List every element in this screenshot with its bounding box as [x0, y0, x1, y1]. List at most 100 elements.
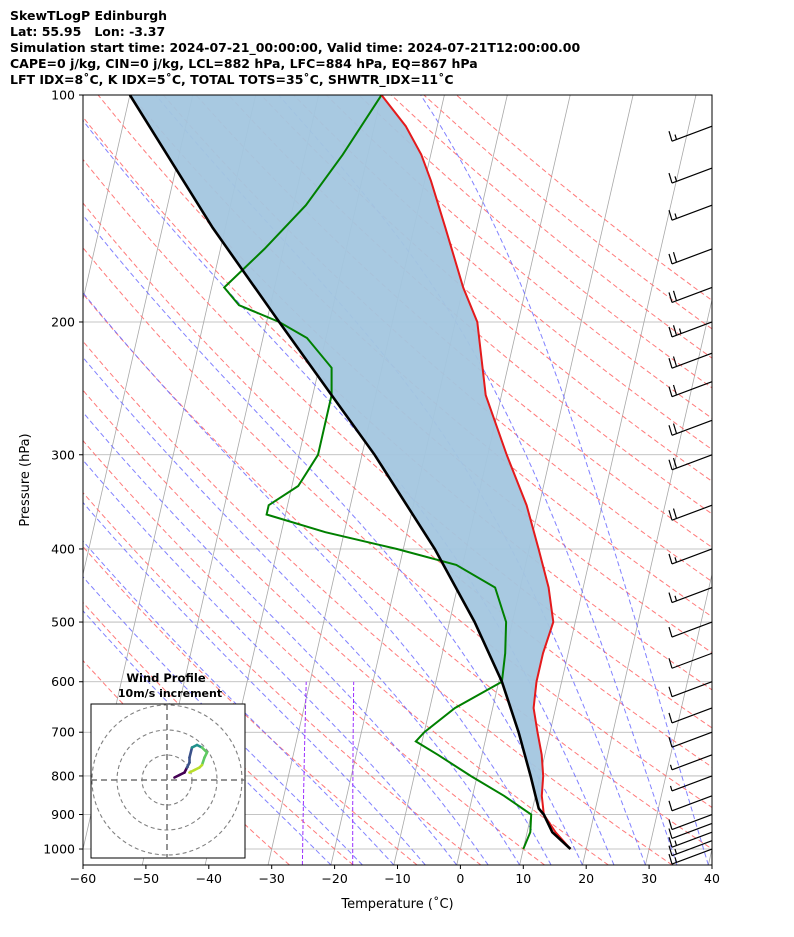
wind-barb: [669, 775, 713, 792]
x-tick-label: −10: [384, 871, 410, 886]
wind-barb: [668, 204, 713, 221]
wind-barb-staff: [671, 775, 713, 792]
mixing-ratio-line: [352, 681, 355, 865]
wind-barb-staff: [671, 286, 713, 304]
wind-barb-feather: [668, 837, 673, 848]
isotherm-line: [707, 847, 712, 865]
wind-barb-feather: [668, 253, 673, 265]
dry-adiabat-line: [83, 439, 545, 865]
wind-barb-feather: [668, 292, 673, 303]
isotherm-line: [771, 95, 794, 865]
moist-adiabat-line: [83, 501, 426, 865]
hodograph-title: Wind Profile: [126, 671, 206, 685]
isotherm-line: [645, 572, 712, 865]
wind-barb: [669, 754, 713, 771]
y-tick-label: 900: [51, 807, 75, 822]
wind-barb-feather: [672, 457, 678, 469]
moist-adiabat-line: [420, 95, 709, 865]
wind-barb-staff: [671, 681, 713, 698]
wind-barb-staff: [671, 167, 713, 184]
wind-barb: [668, 586, 713, 604]
cape-area: [129, 95, 554, 809]
hodograph-segment: [188, 746, 194, 759]
y-tick-label: 800: [51, 768, 75, 783]
x-tick-label: 20: [578, 871, 594, 886]
moist-adiabat-line: [278, 95, 678, 865]
wind-barbs: [668, 125, 713, 865]
dry-adiabat-line: [83, 158, 712, 729]
wind-barb: [668, 548, 713, 565]
moist-adiabat-line: [83, 576, 363, 865]
wind-barb-feather: [672, 325, 678, 336]
wind-barb: [668, 419, 713, 436]
wind-barb-feather: [668, 425, 673, 436]
dry-adiabat-line: [325, 95, 712, 419]
chart-times: Simulation start time: 2024-07-21_00:00:…: [10, 40, 581, 55]
x-tick-label: −50: [133, 871, 159, 886]
wind-barb-staff: [671, 822, 713, 840]
axes: −60 −50 −40 −30 −20 −10 0 10 20 30 40 Temperature (…: [18, 88, 720, 913]
hodograph-segment: [200, 756, 206, 767]
wind-barb: [668, 831, 713, 848]
wind-barb-half-feather: [674, 557, 678, 563]
wind-barb-staff: [671, 419, 713, 436]
wind-barb: [668, 822, 713, 840]
wind-barb-feather: [668, 326, 673, 338]
wind-barb: [668, 848, 713, 865]
mixing-ratio-line: [301, 681, 307, 865]
wind-barb-staff: [671, 352, 713, 369]
wind-barb: [668, 621, 713, 638]
wind-barb-feather: [668, 510, 673, 521]
dry-adiabat-line: [83, 659, 290, 865]
dry-adiabat-line: [83, 202, 712, 768]
wind-barb-half-feather: [674, 840, 678, 846]
wind-barb-feather: [672, 290, 678, 301]
y-tick-label: 400: [51, 541, 75, 556]
wind-barb: [668, 813, 713, 831]
y-tick-label: 200: [51, 314, 75, 329]
wind-barb-feather: [668, 172, 673, 184]
dry-adiabat-line: [228, 95, 712, 515]
wind-barb-feather: [668, 737, 673, 748]
wind-barb: [668, 652, 713, 669]
wind-barb-staff: [671, 321, 713, 338]
wind-barb-staff: [671, 381, 713, 398]
wind-barb-staff: [671, 504, 713, 521]
wind-barb-staff: [671, 454, 713, 471]
isotherm-line: [456, 95, 634, 865]
wind-barb: [668, 504, 713, 521]
isotherm-line: [83, 95, 194, 577]
dry-adiabat-line: [83, 293, 712, 850]
temperature-line: [380, 95, 572, 850]
wind-barb-staff: [671, 840, 713, 857]
wind-barb-feather: [668, 626, 673, 638]
wind-barb-staff: [671, 731, 713, 748]
wind-barb-feather: [672, 252, 678, 263]
isotherm-line: [0, 95, 67, 865]
y-axis-label: Pressure (hPa): [18, 433, 33, 526]
wind-barb: [668, 454, 713, 471]
wind-barb-staff: [671, 125, 713, 142]
dewpoint-line: [222, 95, 533, 850]
x-tick-label: 40: [704, 871, 720, 886]
wind-barb-staff: [671, 548, 713, 565]
wind-barb-half-feather: [669, 764, 673, 770]
isotherm-line: [83, 95, 131, 302]
x-tick-label: 30: [641, 871, 657, 886]
wind-barb-staff: [671, 586, 713, 604]
wind-barb-feather: [668, 800, 673, 811]
wind-barb-half-feather: [674, 213, 678, 219]
wind-barb: [668, 286, 713, 304]
dry-adiabat-line: [195, 95, 712, 548]
wind-barb-feather: [672, 356, 678, 367]
wind-barb: [668, 795, 713, 812]
wind-barb: [668, 707, 713, 724]
chart-title: SkewTLogP Edinburgh: [10, 8, 168, 23]
x-tick-label: 10: [515, 871, 531, 886]
wind-barb-staff: [671, 848, 713, 865]
wind-barb-feather: [668, 658, 673, 669]
moist-adiabat-line: [83, 540, 395, 865]
wind-barb-feather: [668, 131, 673, 142]
x-tick-label: 0: [456, 871, 464, 886]
moist-adiabat-line: [83, 411, 489, 865]
